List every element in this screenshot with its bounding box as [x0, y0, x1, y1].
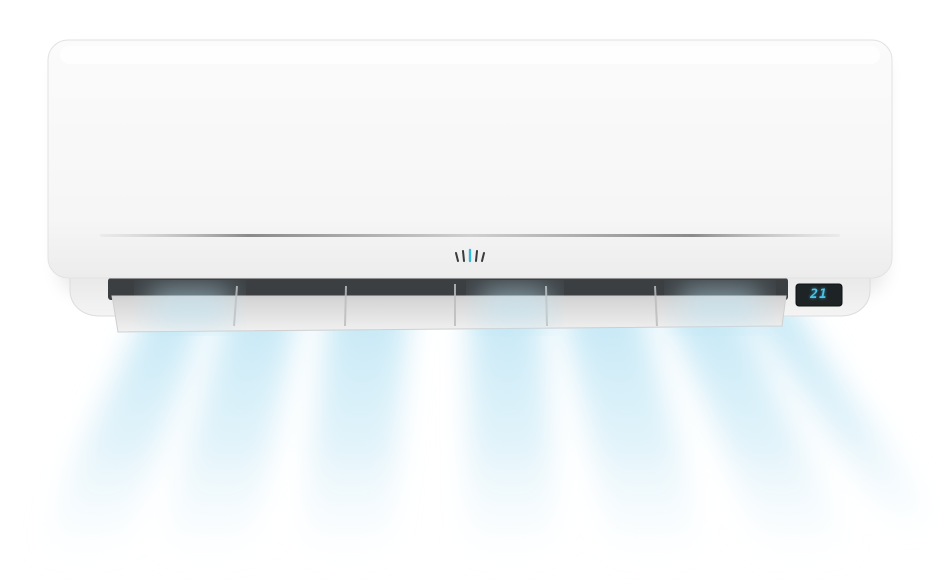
outlet-mist [150, 288, 760, 328]
louver-vane [233, 285, 238, 327]
louver-vane [344, 285, 347, 327]
unit-front-panel [47, 39, 893, 279]
air-outlet [108, 278, 788, 300]
temperature-display [795, 283, 843, 307]
louver-flap [111, 295, 787, 333]
airflow-stream [660, 300, 850, 560]
airflow-stream [745, 300, 935, 540]
airflow-stream [160, 300, 300, 560]
chrome-stripe [100, 234, 840, 237]
airflow-stream [560, 300, 700, 560]
airflow-indicator-icon [455, 248, 485, 263]
airflow-stream [465, 300, 555, 560]
louver-vane [654, 285, 658, 327]
airflow-stream [40, 300, 205, 560]
airflow-stream [300, 300, 410, 560]
airflow [40, 300, 935, 560]
temperature-readout: 21 [810, 287, 828, 302]
panel-highlight [60, 46, 880, 64]
